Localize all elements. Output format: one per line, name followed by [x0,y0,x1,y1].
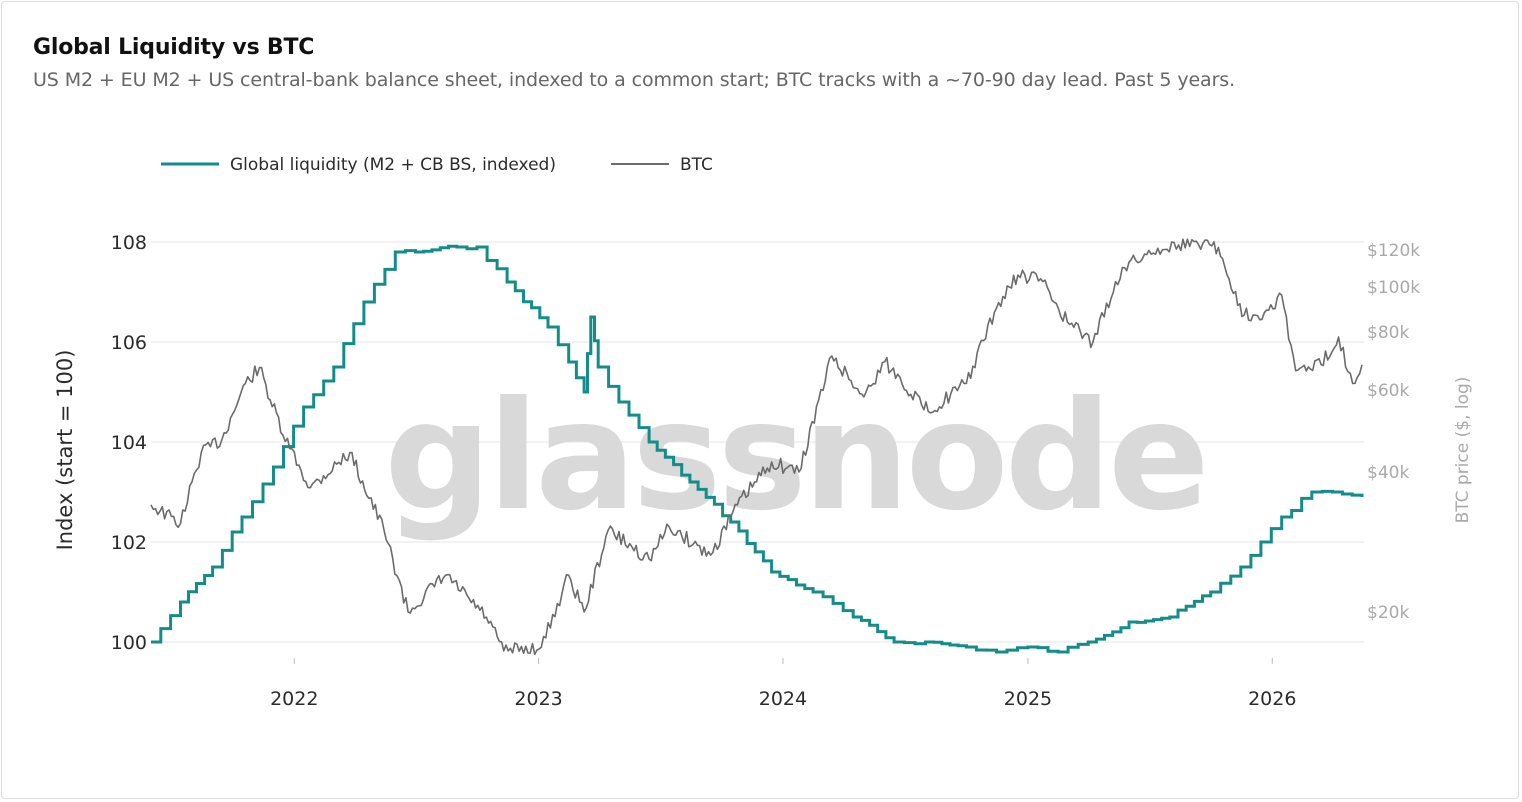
series-group [150,238,1364,656]
axes-group: 100 102 104 106 108 $20k $40k $60k $80k $100k $120… [111,232,1421,710]
y-right-tick-label: $100k [1367,278,1420,298]
watermark: glassnode [384,370,1206,544]
legend-label-btc: BTC [680,155,713,175]
y-axis-right-title: BTC price ($, log) [1453,377,1473,524]
y-right-tick-label: $120k [1367,241,1420,261]
grid-lines [151,241,1364,643]
y-left-tick-label: 100 [111,632,147,654]
y-left-tick-label: 106 [111,332,147,354]
y-left-tick-label: 104 [111,432,147,454]
series-line-btc [150,238,1363,656]
y-axis-left-title: Index (start = 100) [53,350,77,551]
x-tick-label: 2025 [1004,688,1052,710]
x-tick-label: 2022 [270,688,318,710]
y-right-tick-label: $60k [1367,381,1409,401]
chart-title: Global Liquidity vs BTC [33,35,315,60]
y-left-tick-label: 102 [111,532,147,554]
legend-label-liquidity: Global liquidity (M2 + CB BS, indexed) [230,155,556,175]
x-tick-label: 2023 [514,688,562,710]
y-left-tick-label: 108 [111,232,147,254]
x-tick-label: 2024 [759,688,807,710]
series-line-liquidity [151,244,1364,654]
y-right-tick-label: $40k [1367,463,1409,483]
chart-subtitle: US M2 + EU M2 + US central-bank balance … [33,69,1236,91]
x-tick-label: 2026 [1248,688,1296,710]
legend: Global liquidity (M2 + CB BS, indexed) B… [161,155,713,175]
y-right-tick-label: $80k [1367,323,1409,343]
y-right-tick-label: $20k [1367,603,1409,623]
